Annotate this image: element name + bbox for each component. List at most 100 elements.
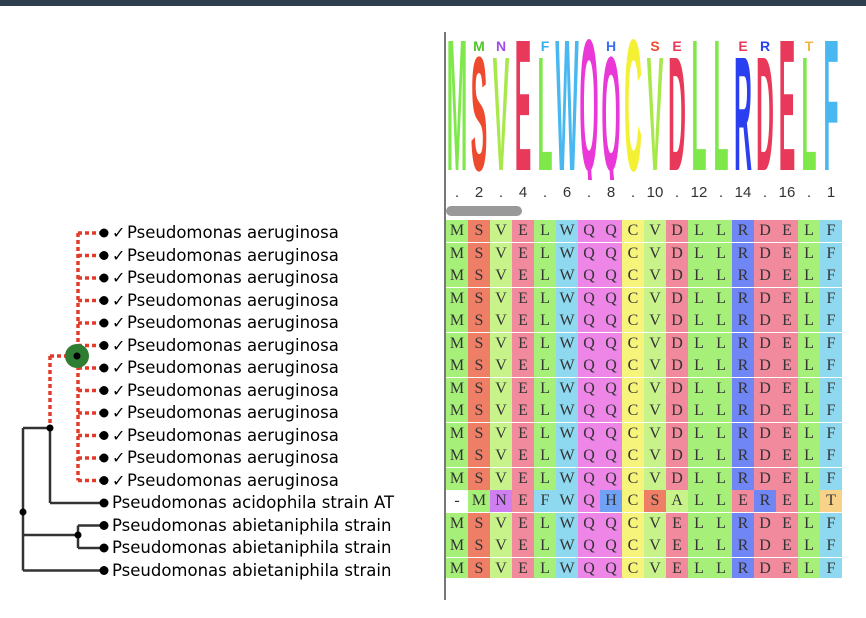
check-icon: ✓ <box>112 268 126 287</box>
logo-letter: H <box>606 38 616 54</box>
residue-cell: Q <box>578 242 600 265</box>
logo-letter: M <box>473 38 485 54</box>
residue-cell: L <box>710 242 732 265</box>
leaf-label[interactable]: Pseudomonas abietaniphila strain <box>112 560 392 580</box>
leaf-label[interactable]: Pseudomonas aeruginosa <box>127 403 339 422</box>
residue-cell: L <box>710 332 732 355</box>
logo-letter: Q <box>601 23 620 180</box>
residue-cell: Q <box>578 467 600 490</box>
leaf-node[interactable] <box>99 543 109 553</box>
tree-node <box>46 424 54 432</box>
residue-cell: E <box>512 445 534 467</box>
leaf-label[interactable]: Pseudomonas aeruginosa <box>127 313 339 332</box>
residue-cell: L <box>710 287 732 310</box>
residue-cell: S <box>468 265 490 287</box>
leaf-label[interactable]: Pseudomonas aeruginosa <box>127 223 339 242</box>
logo-letter: L <box>537 23 552 180</box>
residue-cell: F <box>820 332 842 355</box>
ruler-tick-label: 4 <box>518 184 528 201</box>
residue-cell: S <box>468 512 490 535</box>
leaf-label[interactable]: Pseudomonas aeruginosa <box>127 470 339 490</box>
residue-cell: C <box>622 535 644 557</box>
residue-cell: L <box>798 512 820 535</box>
residue-cell: D <box>666 265 688 287</box>
residue-cell: E <box>512 310 534 332</box>
residue-cell: W <box>556 287 578 310</box>
residue-cell: R <box>732 310 754 332</box>
check-icon: ✓ <box>112 470 126 490</box>
tree-node <box>73 352 81 360</box>
residue-cell: L <box>534 377 556 400</box>
check-icon: ✓ <box>112 380 126 400</box>
leaf-node[interactable] <box>99 251 109 260</box>
residue-cell: C <box>622 310 644 332</box>
leaf-node[interactable] <box>99 386 109 395</box>
residue-cell: M <box>446 242 468 265</box>
leaf-node[interactable] <box>99 566 109 575</box>
leaf-node[interactable] <box>99 363 109 373</box>
residue-cell: L <box>710 422 732 445</box>
residue-cell: W <box>556 310 578 332</box>
leaf-label[interactable]: Pseudomonas aeruginosa <box>127 245 339 265</box>
logo-letter: T <box>805 38 814 54</box>
panel-divider[interactable] <box>444 32 446 600</box>
ruler-tick-label: . <box>498 184 504 201</box>
residue-cell: E <box>732 490 754 512</box>
leaf-node[interactable] <box>99 341 109 350</box>
residue-cell: L <box>710 220 732 242</box>
leaf-node[interactable] <box>99 228 109 238</box>
leaf-node[interactable] <box>99 521 109 530</box>
residue-cell: V <box>644 310 666 332</box>
ruler-tick-label: 12 <box>690 184 708 201</box>
residue-cell: L <box>688 512 710 535</box>
leaf-label[interactable]: Pseudomonas abietaniphila strain <box>112 515 392 535</box>
leaf-label[interactable]: Pseudomonas aeruginosa <box>127 335 339 355</box>
logo-column: L <box>691 20 706 180</box>
leaf-label[interactable]: Pseudomonas abietaniphila strain <box>112 538 392 557</box>
logo-letter: W <box>555 20 579 180</box>
leaf-node[interactable] <box>99 318 109 328</box>
residue-cell: D <box>754 332 776 355</box>
residue-cell: R <box>732 445 754 467</box>
residue-cell: L <box>710 557 732 578</box>
residue-cell: V <box>644 422 666 445</box>
residue-cell: E <box>776 422 798 445</box>
residue-cell: Q <box>578 490 600 512</box>
leaf-label[interactable]: Pseudomonas acidophila strain AT <box>112 493 395 512</box>
residue-cell: L <box>688 332 710 355</box>
residue-cell: E <box>666 512 688 535</box>
residue-cell: M <box>446 220 468 242</box>
residue-cell: F <box>820 242 842 265</box>
check-icon: ✓ <box>112 425 126 445</box>
residue-cell: V <box>644 557 666 578</box>
leaf-label[interactable]: Pseudomonas aeruginosa <box>127 290 339 310</box>
leaf-node[interactable] <box>99 498 109 508</box>
leaf-node[interactable] <box>99 476 109 485</box>
residue-cell: E <box>512 265 534 287</box>
leaf-node[interactable] <box>99 408 109 418</box>
leaf-node[interactable] <box>99 431 109 440</box>
residue-cell: L <box>798 242 820 265</box>
leaf-label[interactable]: Pseudomonas aeruginosa <box>127 358 339 377</box>
residue-cell: F <box>820 220 842 242</box>
leaf-label[interactable]: Pseudomonas aeruginosa <box>127 380 339 400</box>
leaf-label[interactable]: Pseudomonas aeruginosa <box>127 425 339 445</box>
residue-cell: E <box>776 242 798 265</box>
leaf-node[interactable] <box>99 296 109 305</box>
residue-cell: L <box>534 535 556 557</box>
leaf-node[interactable] <box>99 453 109 463</box>
residue-cell: E <box>512 467 534 490</box>
leaf-label[interactable]: Pseudomonas aeruginosa <box>127 268 339 287</box>
logo-column: SM <box>471 23 488 180</box>
residue-cell: R <box>732 557 754 578</box>
logo-column: DR <box>756 23 774 180</box>
leaf-label[interactable]: Pseudomonas aeruginosa <box>127 448 339 467</box>
residue-cell: F <box>820 287 842 310</box>
residue-cell: A <box>666 490 688 512</box>
horizontal-scrollbar-thumb[interactable] <box>446 206 522 216</box>
leaf-node[interactable] <box>99 273 109 283</box>
residue-cell: L <box>710 377 732 400</box>
logo-column: RE <box>734 23 752 180</box>
